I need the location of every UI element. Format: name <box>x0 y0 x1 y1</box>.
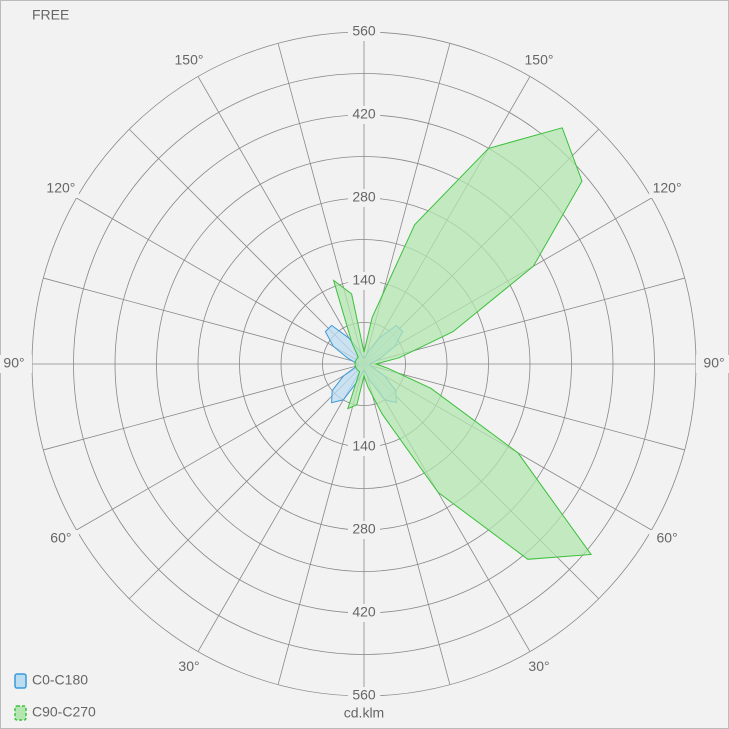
tick-label-bg <box>696 355 729 373</box>
chart-title: FREE <box>32 7 69 23</box>
angle-tick-label: 150° <box>525 52 554 68</box>
r-tick-label: 420 <box>352 106 376 122</box>
tick-label-bg <box>348 521 380 539</box>
tick-label-bg <box>348 23 380 41</box>
tick-label-bg <box>171 51 207 70</box>
tick-label-bg <box>0 355 32 373</box>
tick-label-bg <box>649 180 686 198</box>
r-tick-label: 560 <box>352 687 376 703</box>
legend-swatch <box>14 673 27 689</box>
series-area <box>332 127 593 560</box>
tick-label-bg <box>521 51 557 70</box>
tick-label-bg <box>348 687 380 705</box>
r-tick-label: 280 <box>352 521 376 537</box>
legend-label: C90-C270 <box>32 704 96 720</box>
grid-circle <box>73 73 655 655</box>
r-tick-label: 560 <box>352 23 376 39</box>
tick-label-bg <box>348 604 380 622</box>
axis-label: cd.klm <box>344 705 384 721</box>
tick-label-bg <box>348 438 380 456</box>
tick-label-bg <box>42 180 79 198</box>
tick-label-bg <box>348 189 380 207</box>
angle-tick-label: 120° <box>46 180 75 196</box>
r-tick-label: 140 <box>352 438 376 454</box>
tick-label-bg <box>521 658 557 677</box>
angle-tick-label: 90° <box>703 355 724 371</box>
angle-tick-label: 150° <box>175 52 204 68</box>
grid-circle <box>239 239 489 489</box>
angle-tick-label: 30° <box>178 658 199 674</box>
angle-tick-label: 90° <box>3 355 24 371</box>
grid-circle <box>322 322 406 406</box>
angle-tick-label: 60° <box>50 530 71 546</box>
r-tick-label: 280 <box>352 189 376 205</box>
legend-label: C0-C180 <box>32 672 88 688</box>
tick-label-bg <box>171 658 207 677</box>
angle-tick-label: 60° <box>657 530 678 546</box>
angle-tick-label: 120° <box>653 180 682 196</box>
tick-label-bg <box>649 530 686 548</box>
angle-tick-label: 30° <box>528 658 549 674</box>
r-tick-label: 140 <box>352 272 376 288</box>
legend-swatch <box>14 705 27 721</box>
r-tick-label: 420 <box>352 604 376 620</box>
tick-label-bg <box>348 272 380 290</box>
grid-circle <box>156 156 572 572</box>
tick-label-bg <box>42 530 79 548</box>
tick-label-bg <box>348 106 380 124</box>
